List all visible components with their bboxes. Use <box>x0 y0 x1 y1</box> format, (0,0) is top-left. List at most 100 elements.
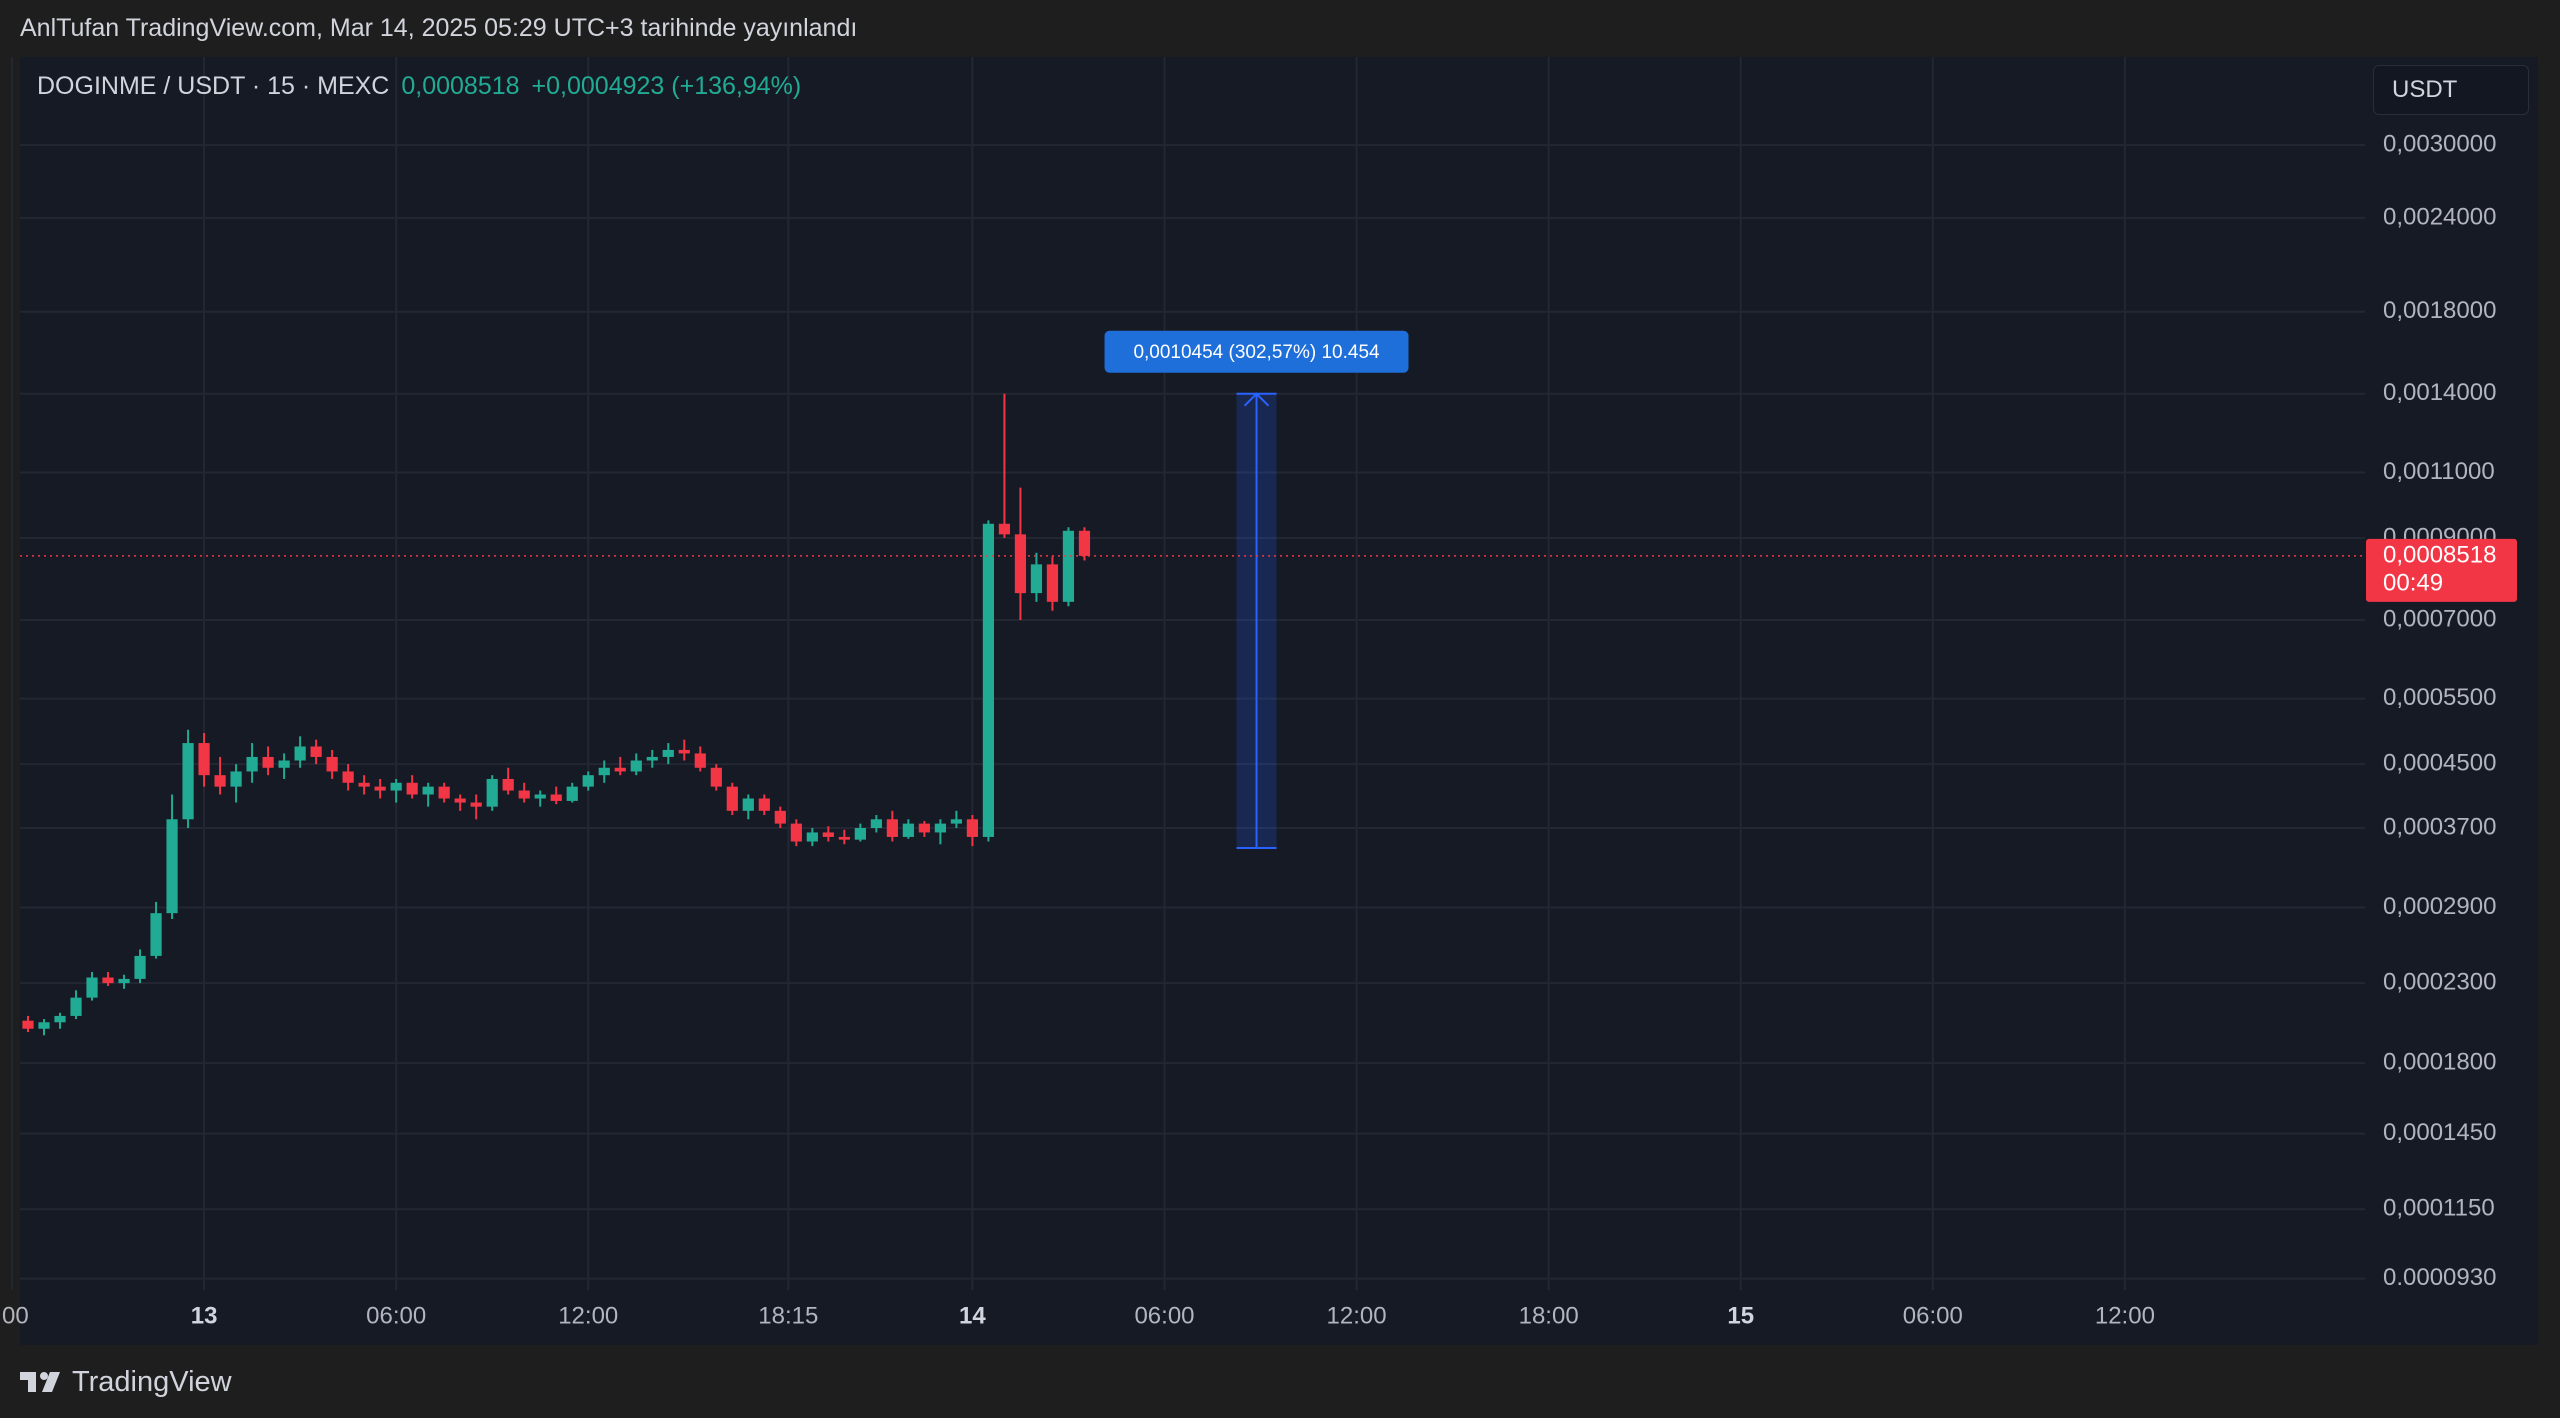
candle-body <box>262 756 274 768</box>
candle-body <box>534 794 546 799</box>
candle-body <box>358 782 370 787</box>
candle-body <box>102 977 114 984</box>
x-tick-label: 18:00 <box>1519 1302 1579 1329</box>
y-tick-label: 0,0001150 <box>2383 1195 2495 1222</box>
candle-body <box>662 749 674 757</box>
published-note: AnlTufan TradingView.com, Mar 14, 2025 0… <box>20 14 858 42</box>
candle-body <box>246 756 258 772</box>
candle-body <box>198 743 210 776</box>
candle-body <box>726 786 738 811</box>
candle-body <box>118 978 130 984</box>
x-tick-label: 06:00 <box>1134 1302 1194 1329</box>
brand: TradingView <box>20 1364 232 1400</box>
candle-body <box>678 749 690 754</box>
price: 0,0008518 <box>401 72 520 100</box>
x-tick-label: 14 <box>959 1302 986 1329</box>
plot-area <box>20 392 2365 1036</box>
last-price-box <box>2366 538 2517 602</box>
y-tick-label: 0,0018000 <box>2383 297 2496 324</box>
x-tick-label: 12:00 <box>558 1302 618 1329</box>
candle-body <box>694 753 706 768</box>
candle-body <box>902 823 914 837</box>
candle-body <box>790 823 802 842</box>
candle-body <box>582 775 594 787</box>
candle-body <box>310 746 322 757</box>
last-price-label: 0,0008518 <box>2383 541 2496 568</box>
candle-body <box>214 775 226 787</box>
candle-body <box>438 786 450 799</box>
candle-body <box>22 1020 34 1029</box>
candle-body <box>518 790 530 799</box>
candle-body <box>822 832 834 837</box>
candle-body <box>390 782 402 791</box>
candle-body <box>886 819 898 837</box>
y-tick-label: 0,0007000 <box>2383 605 2496 632</box>
candle-body <box>966 819 979 837</box>
candle-body <box>326 756 338 772</box>
candle-body <box>38 1022 50 1029</box>
brand-name: TradingView <box>72 1365 232 1398</box>
candle-body <box>758 798 770 811</box>
x-tick-label: 12:00 <box>1327 1302 1387 1329</box>
candle-body <box>422 786 434 795</box>
x-tick-label: 13 <box>191 1302 218 1329</box>
candle-body <box>854 827 866 840</box>
y-tick-label: 0,0001450 <box>2383 1119 2496 1146</box>
candle-body <box>406 782 418 795</box>
candle-body <box>710 767 722 787</box>
y-tick-label: 0,0014000 <box>2383 379 2496 406</box>
candle-body <box>598 767 610 776</box>
y-tick-label: 0,0011000 <box>2383 458 2495 485</box>
x-tick-label: 15 <box>1727 1302 1754 1329</box>
candle-body <box>486 778 498 807</box>
symbol: DOGINME / USDT · 15 · MEXC <box>37 72 390 100</box>
change: +0,0004923 (+136,94%) <box>531 72 802 100</box>
countdown-label: 00:49 <box>2383 569 2443 596</box>
candle-body <box>550 794 562 801</box>
candle-body <box>566 786 578 801</box>
candle-body <box>1078 530 1091 556</box>
candle-body <box>646 756 658 761</box>
candle-body <box>774 810 786 824</box>
candle-body <box>278 760 290 768</box>
candle-body <box>54 1015 66 1023</box>
y-tick-label: 0,0024000 <box>2383 203 2496 230</box>
y-tick-label: 0.0000930 <box>2383 1264 2496 1291</box>
candle-body <box>630 760 642 772</box>
candle-body <box>918 823 930 833</box>
measure-arrowhead <box>1243 392 1270 407</box>
measure-label: 0,0010454 (302,57%) 10.454 <box>1133 342 1380 363</box>
candle-body <box>166 819 178 914</box>
candle-body <box>342 771 354 783</box>
candle-body <box>1030 564 1043 594</box>
candle-body <box>838 836 850 840</box>
axes: 0,0030000 0,0024000 0,0018000 0,0014000 0,00… <box>0 130 2517 1329</box>
candle-body <box>950 819 963 824</box>
x-tick-label: 06:00 <box>1903 1302 1963 1329</box>
candle-body <box>614 767 626 772</box>
x-tick-label: 12:00 <box>2095 1302 2155 1329</box>
grid <box>10 57 2365 1290</box>
candle-body <box>1014 534 1027 594</box>
candle-body <box>1062 530 1075 602</box>
candle-body <box>70 997 82 1016</box>
y-tick-label: 0,0005500 <box>2383 684 2496 711</box>
currency-button[interactable]: USDT <box>2373 65 2529 115</box>
y-tick-label: 0,0030000 <box>2383 130 2496 157</box>
y-tick-label: 0,0004500 <box>2383 749 2496 776</box>
candle-body <box>294 746 306 761</box>
candle-body <box>182 743 194 820</box>
brand-logo <box>20 1372 60 1392</box>
candle-body <box>1046 564 1059 602</box>
y-tick-label: 0,0002900 <box>2383 893 2496 920</box>
candle-body <box>134 955 146 979</box>
candle-body <box>742 798 754 811</box>
y-tick-label: 0,0002300 <box>2383 968 2496 995</box>
x-tick-label: :00 <box>0 1302 29 1329</box>
x-tick-label: 18:15 <box>758 1302 818 1329</box>
candle-body <box>998 523 1011 535</box>
candle-body <box>982 523 995 837</box>
y-tick-label: 0,0003700 <box>2383 813 2496 840</box>
